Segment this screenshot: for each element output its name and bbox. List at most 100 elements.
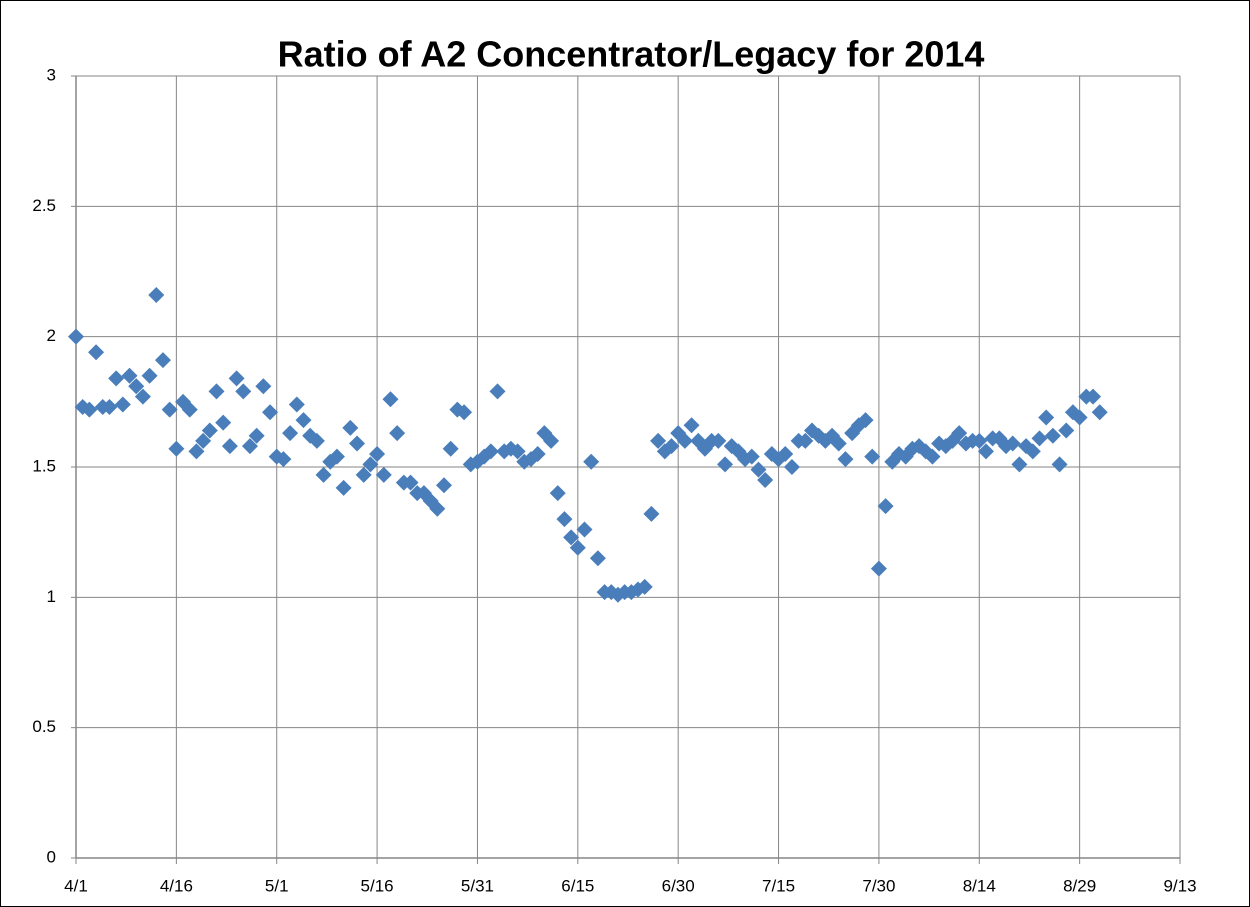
point — [295, 412, 312, 429]
point — [1051, 456, 1068, 473]
x-tick-label: 5/16 — [361, 876, 394, 895]
x-tick-label: 7/30 — [862, 876, 895, 895]
point — [195, 432, 212, 449]
point — [951, 425, 968, 442]
point — [355, 466, 372, 483]
point — [221, 438, 238, 455]
y-tick-label: 0 — [47, 847, 56, 866]
point — [262, 404, 279, 421]
point — [683, 417, 700, 434]
point — [971, 432, 988, 449]
point — [977, 443, 994, 460]
point — [877, 498, 894, 515]
point — [81, 401, 98, 418]
point — [121, 367, 138, 384]
point — [275, 451, 292, 468]
point — [201, 422, 218, 439]
point — [676, 432, 693, 449]
x-tick-label: 4/1 — [64, 876, 88, 895]
point — [1058, 422, 1075, 439]
point — [830, 435, 847, 452]
point — [589, 550, 606, 567]
x-tick-label: 6/30 — [662, 876, 695, 895]
point — [375, 466, 392, 483]
point — [215, 414, 232, 431]
x-tick-label: 8/14 — [963, 876, 996, 895]
chart-title: Ratio of A2 Concentrator/Legacy for 2014 — [278, 34, 985, 75]
x-tick-label: 9/13 — [1163, 876, 1196, 895]
point — [429, 500, 446, 517]
point — [549, 485, 566, 502]
point — [369, 445, 386, 462]
point — [208, 383, 225, 400]
point — [248, 427, 265, 444]
point — [663, 438, 680, 455]
point — [188, 443, 205, 460]
point — [88, 344, 105, 361]
point — [1011, 456, 1028, 473]
point — [228, 370, 245, 387]
x-tick-label: 5/1 — [265, 876, 289, 895]
point — [134, 388, 151, 405]
point — [563, 529, 580, 546]
point — [569, 539, 586, 556]
point — [241, 438, 258, 455]
point — [402, 474, 419, 491]
point — [161, 401, 178, 418]
point — [342, 419, 359, 436]
y-tick-label: 2 — [47, 326, 56, 345]
point — [442, 440, 459, 457]
x-tick-label: 7/15 — [762, 876, 795, 895]
y-tick-label: 1.5 — [32, 456, 56, 475]
point — [757, 472, 774, 489]
point — [482, 443, 499, 460]
point — [335, 479, 352, 496]
point — [1071, 409, 1088, 426]
point — [643, 505, 660, 522]
point — [837, 451, 854, 468]
x-tick-label: 6/15 — [561, 876, 594, 895]
point — [328, 448, 345, 465]
point — [857, 412, 874, 429]
point — [1024, 443, 1041, 460]
x-tick-label: 4/16 — [160, 876, 193, 895]
point — [1004, 435, 1021, 452]
point — [168, 440, 185, 457]
point — [777, 445, 794, 462]
point — [489, 383, 506, 400]
point — [502, 440, 519, 457]
point — [315, 466, 332, 483]
y-tick-label: 3 — [47, 65, 56, 84]
point — [128, 378, 145, 395]
y-tick-label: 0.5 — [32, 717, 56, 736]
x-tick-label: 5/31 — [461, 876, 494, 895]
point — [529, 445, 546, 462]
point — [255, 378, 272, 395]
y-tick-label: 1 — [47, 587, 56, 606]
point — [288, 396, 305, 413]
marks — [68, 286, 1108, 603]
point — [1091, 404, 1108, 421]
point — [576, 521, 593, 538]
point — [650, 432, 667, 449]
point — [382, 391, 399, 408]
point — [1038, 409, 1055, 426]
y-tick-label: 2.5 — [32, 196, 56, 215]
point — [1031, 430, 1048, 447]
x-tick-label: 8/29 — [1063, 876, 1096, 895]
point — [154, 352, 171, 369]
point — [583, 453, 600, 470]
point — [68, 328, 84, 345]
point — [636, 578, 653, 595]
point — [543, 432, 560, 449]
point — [436, 477, 452, 494]
point — [114, 396, 131, 413]
point — [783, 459, 800, 475]
point — [101, 399, 118, 416]
point — [750, 461, 767, 478]
point — [717, 456, 734, 473]
point — [389, 425, 406, 442]
point — [362, 456, 379, 473]
point — [308, 432, 325, 449]
